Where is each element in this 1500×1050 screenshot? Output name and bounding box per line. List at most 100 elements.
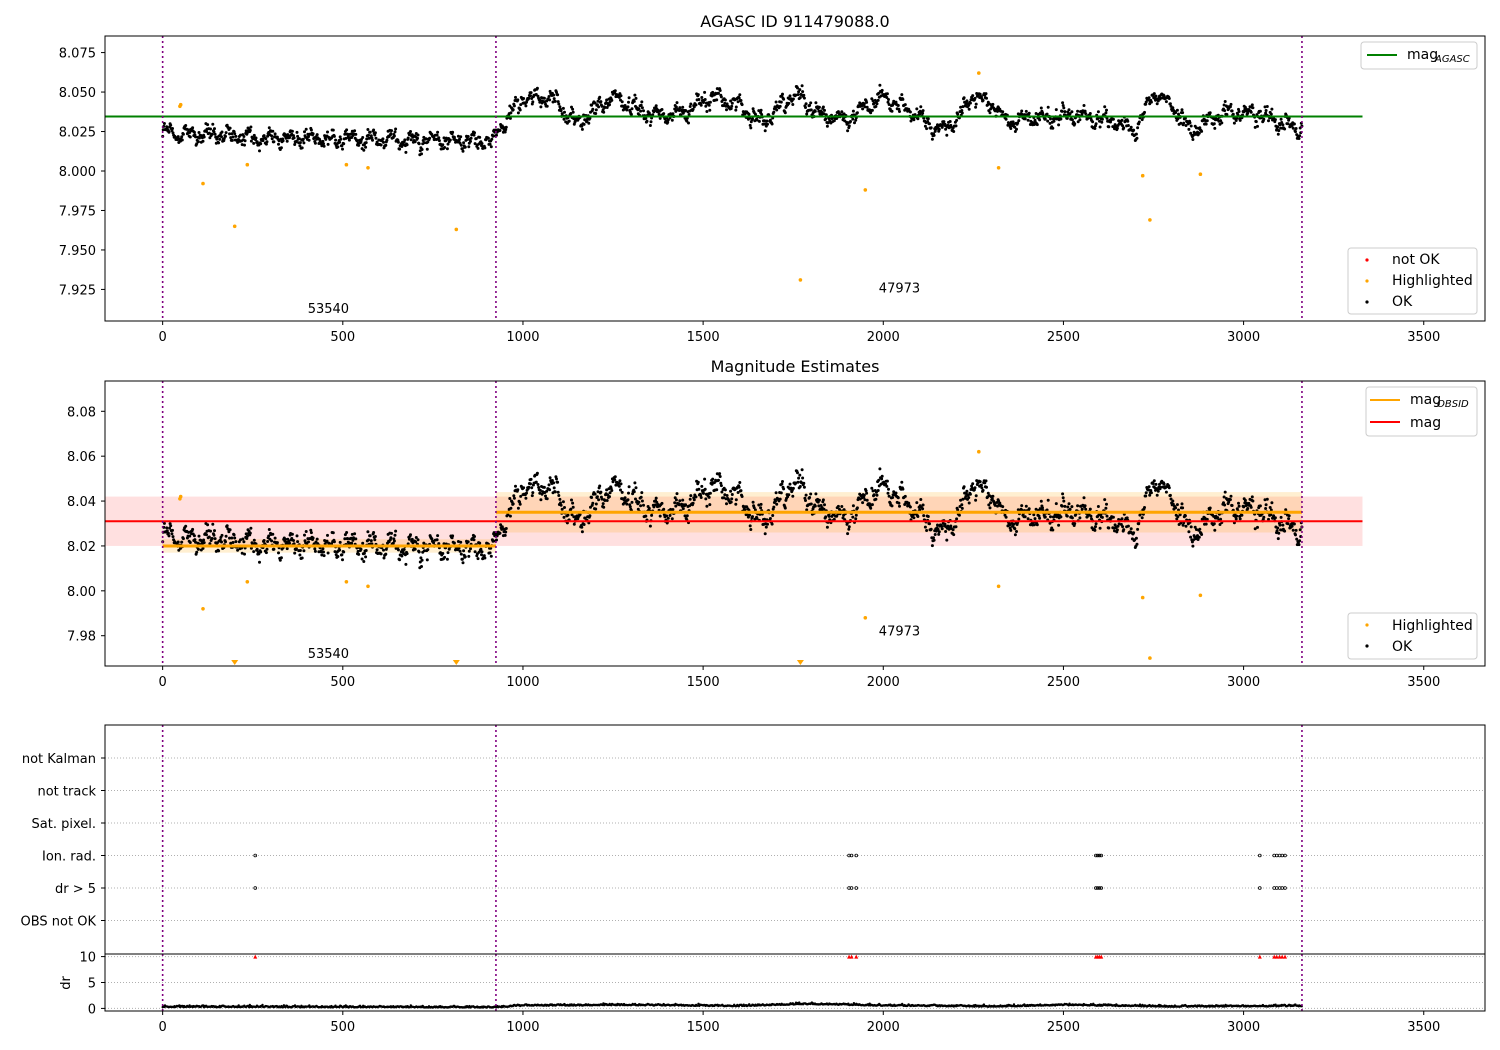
ok-point xyxy=(948,120,952,123)
ok-point xyxy=(932,538,936,542)
ok-point xyxy=(684,503,688,507)
ok-point xyxy=(675,101,679,105)
ok-point xyxy=(608,103,611,107)
ok-point xyxy=(213,529,216,533)
ok-point xyxy=(458,137,461,141)
ok-point xyxy=(768,118,772,122)
mid-highlighted-points xyxy=(178,449,1203,665)
ok-point xyxy=(217,141,221,145)
ok-point xyxy=(916,515,920,518)
mid-legend-highlighted-label: Highlighted xyxy=(1392,618,1473,634)
ok-point xyxy=(293,143,297,146)
ok-point xyxy=(1032,513,1036,517)
ok-point xyxy=(205,130,208,133)
ok-point xyxy=(929,126,933,130)
ok-point xyxy=(529,482,532,486)
ok-point xyxy=(644,514,648,518)
ok-point xyxy=(331,128,335,132)
ok-point xyxy=(1182,121,1186,125)
ok-point xyxy=(1237,110,1241,113)
ok-point xyxy=(967,496,971,500)
ok-point xyxy=(583,516,587,520)
ok-point xyxy=(298,141,302,145)
ok-point xyxy=(1013,527,1017,531)
ok-point xyxy=(1026,517,1030,521)
ok-point xyxy=(751,515,754,519)
ok-point xyxy=(796,471,799,475)
ok-point xyxy=(694,103,698,107)
ok-point xyxy=(1135,542,1139,546)
ok-point xyxy=(166,531,170,535)
ok-point xyxy=(940,527,944,531)
ok-point xyxy=(545,104,549,108)
ok-point xyxy=(896,104,900,107)
ok-point xyxy=(804,499,807,502)
ok-point xyxy=(1061,492,1065,496)
ok-point xyxy=(930,137,934,141)
flag-point xyxy=(1099,886,1104,890)
ok-point xyxy=(964,495,968,498)
ok-point xyxy=(849,120,852,123)
ok-point xyxy=(681,105,685,109)
ok-point xyxy=(1048,521,1052,525)
ok-point xyxy=(1208,506,1212,510)
ok-point xyxy=(692,498,696,502)
ok-point xyxy=(960,503,964,507)
ok-point xyxy=(499,523,503,527)
ok-point xyxy=(264,137,268,141)
ok-point xyxy=(287,539,291,543)
ok-point xyxy=(601,108,605,112)
ok-point xyxy=(208,542,212,546)
ok-point xyxy=(751,117,754,121)
ok-point xyxy=(821,105,825,109)
ok-point xyxy=(985,96,988,100)
ok-point xyxy=(1066,505,1070,509)
ok-point xyxy=(463,555,467,559)
ok-point xyxy=(283,537,287,541)
ok-point xyxy=(1024,504,1028,508)
ok-point xyxy=(342,550,346,554)
ok-point xyxy=(422,141,426,145)
ok-point xyxy=(240,143,244,147)
ok-point xyxy=(887,487,890,491)
highlighted-point xyxy=(977,71,981,75)
ok-point xyxy=(389,132,393,136)
ok-point xyxy=(779,100,783,104)
ok-point xyxy=(270,137,274,141)
ok-point xyxy=(248,531,252,535)
ok-point xyxy=(1227,500,1231,504)
ok-point xyxy=(753,508,757,512)
ok-point xyxy=(730,101,734,105)
ok-point xyxy=(550,479,554,482)
flag-obs-boundary-lines xyxy=(161,725,1303,954)
ok-point xyxy=(452,541,456,545)
ok-point xyxy=(242,135,246,138)
ok-point xyxy=(574,517,577,521)
ok-point xyxy=(851,117,855,121)
ok-point xyxy=(956,508,960,512)
ok-point xyxy=(620,100,624,104)
ok-point xyxy=(244,532,248,536)
ok-point xyxy=(209,127,212,131)
ok-point xyxy=(688,497,692,501)
ok-point xyxy=(1251,499,1255,503)
ok-point xyxy=(642,109,645,113)
ok-point xyxy=(644,116,648,120)
ok-point xyxy=(357,552,361,556)
ok-point xyxy=(435,133,439,137)
x-tick-label: 1000 xyxy=(506,330,539,345)
ok-point xyxy=(364,549,368,552)
ok-point xyxy=(987,503,991,507)
ok-point xyxy=(955,118,959,122)
ok-point xyxy=(1180,502,1184,506)
ok-point xyxy=(1232,121,1236,125)
ok-point xyxy=(778,104,782,108)
ok-point xyxy=(887,494,891,498)
ok-point xyxy=(413,140,417,144)
ok-point xyxy=(989,501,993,505)
ok-point xyxy=(774,499,777,503)
ok-point xyxy=(379,143,383,147)
ok-point xyxy=(694,495,698,499)
ok-point xyxy=(361,136,365,139)
ok-point xyxy=(555,477,558,481)
